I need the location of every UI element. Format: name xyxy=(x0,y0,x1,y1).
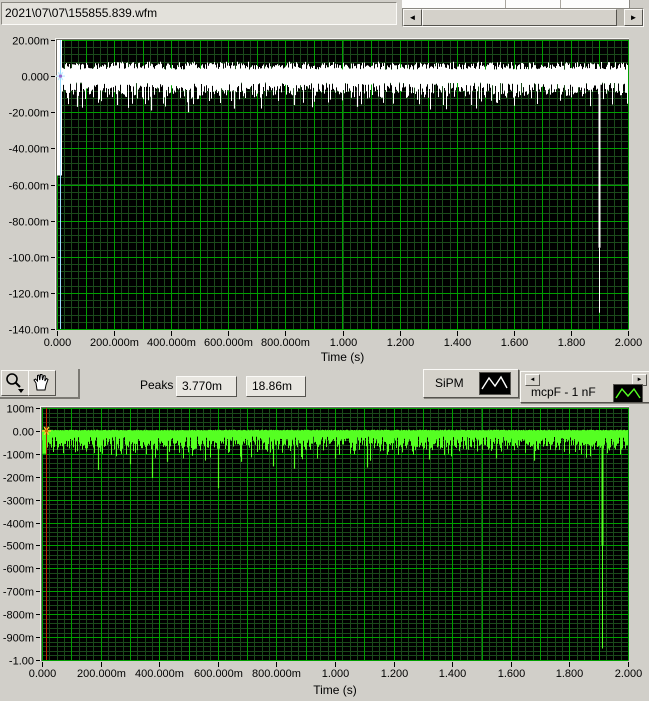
pan-tool-button[interactable] xyxy=(28,370,56,396)
y-axis: 100m 0.00 -100m -200m -300m -400m -500m -600m -7… xyxy=(3,404,40,668)
svg-text:-60.00m: -60.00m xyxy=(9,181,49,193)
svg-text:1.200: 1.200 xyxy=(387,337,415,349)
svg-text:800.000m: 800.000m xyxy=(252,668,301,680)
svg-text:800.000m: 800.000m xyxy=(261,337,310,349)
cursor-marker xyxy=(42,426,51,436)
cursor-marker xyxy=(56,71,65,81)
hand-icon xyxy=(33,374,49,391)
mcp-graph[interactable]: 100m 0.00 -100m -200m -300m -400m -500m -600m -7… xyxy=(0,402,649,701)
peaks-label: Peaks xyxy=(140,378,174,392)
svg-text:-800m: -800m xyxy=(3,610,34,622)
svg-text:2.000: 2.000 xyxy=(615,337,643,349)
legend-sipm-label: SiPM xyxy=(435,376,464,390)
legend-scroll-left-button[interactable]: ◄ xyxy=(525,374,540,386)
svg-text:0.000: 0.000 xyxy=(21,72,49,84)
svg-text:20.00m: 20.00m xyxy=(12,36,49,48)
slider-tick xyxy=(505,0,506,8)
svg-text:-80.00m: -80.00m xyxy=(9,217,49,229)
legend-sipm[interactable]: SiPM xyxy=(423,369,519,398)
top-corner-box xyxy=(629,0,649,8)
svg-text:-100m: -100m xyxy=(3,450,34,462)
svg-text:-400m: -400m xyxy=(3,519,34,531)
svg-text:-40.00m: -40.00m xyxy=(9,144,49,156)
svg-text:1.400: 1.400 xyxy=(439,668,467,680)
magnifier-icon xyxy=(6,373,24,393)
zoom-tool-button[interactable] xyxy=(1,370,29,396)
svg-text:200.000m: 200.000m xyxy=(90,337,139,349)
x-axis: 0.000 200.000m 400.000m 600.000m 800.000m 1.0… xyxy=(29,662,643,680)
svg-text:1.600: 1.600 xyxy=(498,668,526,680)
svg-text:100m: 100m xyxy=(6,404,34,416)
legend-mcp[interactable]: ◄ ► mcpF - 1 nF xyxy=(520,371,649,403)
svg-text:-500m: -500m xyxy=(3,541,34,553)
svg-text:-20.00m: -20.00m xyxy=(9,108,49,120)
peak-value-1[interactable]: 3.770m xyxy=(176,376,237,397)
svg-text:200.000m: 200.000m xyxy=(77,668,126,680)
file-path-text: 2021\07\07\155855.839.wfm xyxy=(5,6,158,20)
svg-text:1.600: 1.600 xyxy=(501,337,529,349)
scrollbar-thumb[interactable] xyxy=(422,9,617,26)
svg-text:-900m: -900m xyxy=(3,633,34,645)
x-axis-title: Time (s) xyxy=(321,350,365,364)
svg-text:-600m: -600m xyxy=(3,564,34,576)
svg-text:1.000: 1.000 xyxy=(322,668,350,680)
legend-mcp-label: mcpF - 1 nF xyxy=(531,385,596,399)
svg-text:1.800: 1.800 xyxy=(556,668,584,680)
graph-tool-palette xyxy=(0,369,80,399)
svg-text:1.800: 1.800 xyxy=(558,337,586,349)
svg-text:1.000: 1.000 xyxy=(330,337,358,349)
svg-text:0.000: 0.000 xyxy=(29,668,57,680)
svg-text:-300m: -300m xyxy=(3,496,34,508)
mcp-plot-style-icon[interactable] xyxy=(613,384,643,403)
svg-text:600.000m: 600.000m xyxy=(204,337,253,349)
sipm-graph[interactable]: 20.00m 0.000 -20.00m -40.00m -60.00m -80.00m -… xyxy=(0,28,649,368)
svg-text:2.000: 2.000 xyxy=(615,668,643,680)
svg-text:-1.00: -1.00 xyxy=(9,656,34,668)
svg-text:-100.0m: -100.0m xyxy=(9,253,49,265)
peak-value-2[interactable]: 18.86m xyxy=(246,376,306,397)
x-axis-title: Time (s) xyxy=(313,683,357,697)
waveform-spikes xyxy=(42,429,604,649)
svg-text:-140.0m: -140.0m xyxy=(9,325,49,337)
sipm-plot-style-icon[interactable] xyxy=(479,372,511,395)
svg-text:0.00: 0.00 xyxy=(13,427,34,439)
waveform-spikes xyxy=(57,40,601,313)
svg-text:1.200: 1.200 xyxy=(381,668,409,680)
svg-text:400.000m: 400.000m xyxy=(135,668,184,680)
svg-text:600.000m: 600.000m xyxy=(194,668,243,680)
scroll-right-button[interactable]: ► xyxy=(624,9,643,26)
svg-text:1.400: 1.400 xyxy=(444,337,472,349)
file-path-field[interactable]: 2021\07\07\155855.839.wfm xyxy=(1,2,397,25)
svg-text:-200m: -200m xyxy=(3,473,34,485)
svg-text:-120.0m: -120.0m xyxy=(9,289,49,301)
slider-tick xyxy=(560,0,561,8)
top-slider-strip xyxy=(402,0,629,8)
horizontal-scrollbar[interactable]: ◄ ► xyxy=(402,8,644,27)
y-axis: 20.00m 0.000 -20.00m -40.00m -60.00m -80.00m -… xyxy=(9,36,55,337)
svg-text:0.000: 0.000 xyxy=(44,337,72,349)
svg-text:-700m: -700m xyxy=(3,587,34,599)
x-axis: 0.000 200.000m 400.000m 600.000m 800.000m 1.0… xyxy=(44,331,643,349)
scroll-left-button[interactable]: ◄ xyxy=(403,9,422,26)
svg-text:400.000m: 400.000m xyxy=(147,337,196,349)
